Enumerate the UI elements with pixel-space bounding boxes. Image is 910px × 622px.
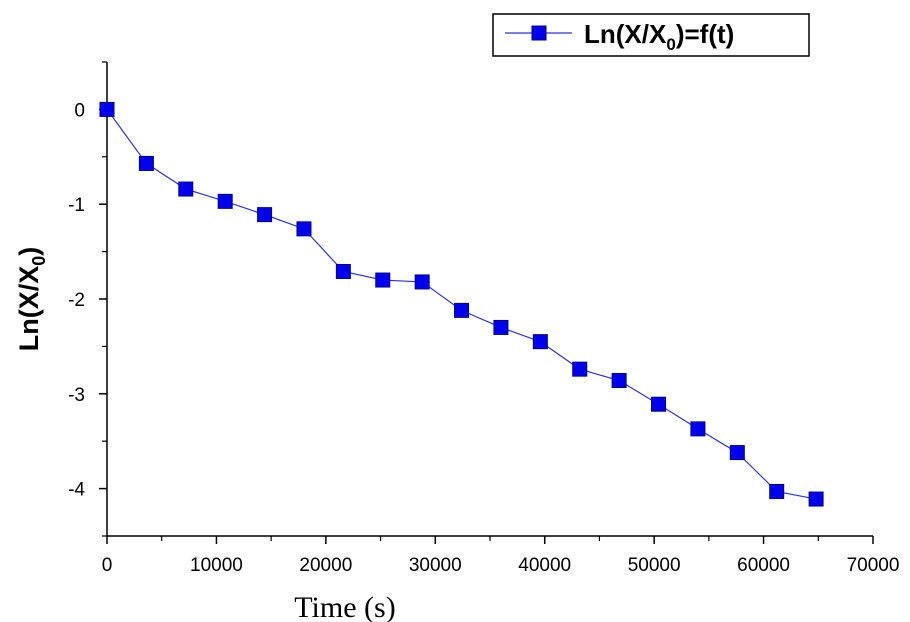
- x-tick-label: 70000: [847, 555, 900, 576]
- data-point: [414, 274, 430, 290]
- data-point: [532, 334, 548, 350]
- y-tick-label: -4: [68, 480, 85, 501]
- data-point: [99, 101, 115, 117]
- series-group: [99, 101, 824, 507]
- data-point: [808, 491, 824, 507]
- legend-entry: Ln(X/X0)=f(t): [584, 19, 734, 54]
- y-axis-label-main: Ln(X/X: [14, 266, 44, 352]
- y-tick-label: 0: [74, 100, 85, 121]
- data-point: [729, 445, 745, 461]
- data-point: [690, 421, 706, 437]
- y-tick-label: -2: [68, 290, 85, 311]
- data-point: [257, 207, 273, 223]
- axes: 0 10000 20000 30000 40000 50000 60000 70000 0 -1…: [68, 61, 900, 576]
- x-tick-label: 10000: [190, 555, 243, 576]
- y-ticks: 0 -1 -2 -3 -4: [68, 61, 107, 537]
- data-point: [493, 319, 509, 335]
- x-ticks: 0 10000 20000 30000 40000 50000 60000 70000: [102, 536, 900, 576]
- data-point: [572, 361, 588, 377]
- data-point: [217, 193, 233, 209]
- data-point: [138, 155, 154, 171]
- y-tick-label: -1: [68, 195, 85, 216]
- legend-entry-main: Ln(X/X: [584, 19, 667, 49]
- data-point: [178, 181, 194, 197]
- data-point: [611, 373, 627, 389]
- data-point: [651, 396, 667, 412]
- x-tick-label: 50000: [628, 555, 681, 576]
- x-axis-label: Time (s): [294, 591, 395, 622]
- data-point: [296, 221, 312, 237]
- data-point: [375, 272, 391, 288]
- y-axis-label-close: ): [14, 247, 44, 256]
- x-tick-label: 60000: [737, 555, 790, 576]
- x-tick-label: 0: [102, 555, 113, 576]
- x-tick-label: 20000: [299, 555, 352, 576]
- legend-marker: [531, 25, 547, 41]
- y-axis-label-sub: 0: [29, 256, 49, 266]
- y-axis-label: Ln(X/X0): [14, 247, 49, 352]
- data-point: [454, 302, 470, 318]
- data-point: [769, 483, 785, 499]
- legend: Ln(X/X0)=f(t): [492, 13, 810, 57]
- legend-entry-tail: )=f(t): [676, 19, 734, 49]
- x-tick-label: 40000: [518, 555, 571, 576]
- y-tick-label: -3: [68, 385, 85, 406]
- data-point: [335, 264, 351, 280]
- legend-entry-sub: 0: [666, 35, 675, 54]
- x-tick-label: 30000: [409, 555, 462, 576]
